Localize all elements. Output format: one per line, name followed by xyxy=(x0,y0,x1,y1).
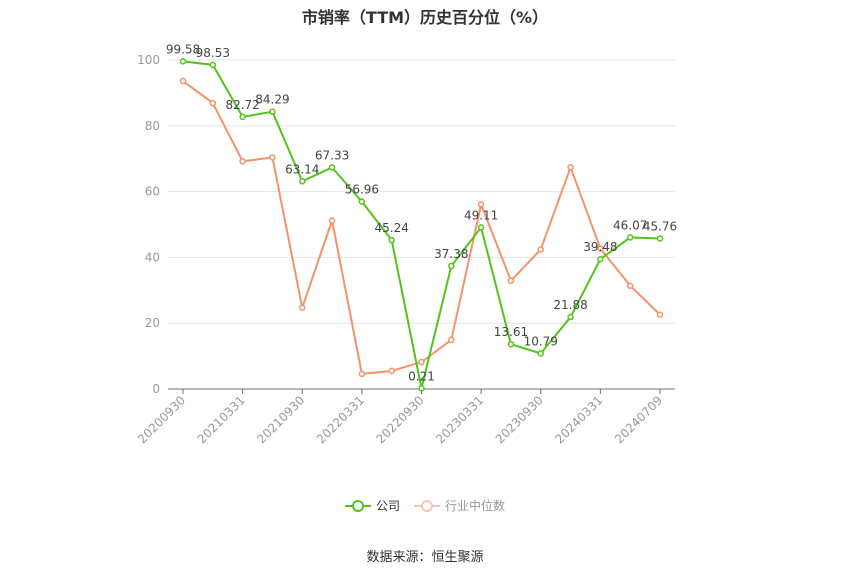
grid-lines xyxy=(168,59,675,324)
data-point[interactable] xyxy=(626,234,634,241)
x-tick-label: 20210930 xyxy=(254,393,307,446)
data-point[interactable] xyxy=(358,198,366,205)
legend-industry-label: 行业中位数 xyxy=(445,499,506,513)
data-point[interactable] xyxy=(567,164,574,171)
data-point[interactable] xyxy=(239,113,246,121)
data-point[interactable] xyxy=(448,262,455,270)
legend-item-industry[interactable]: 行业中位数 xyxy=(414,497,505,514)
x-tick-label: 20230331 xyxy=(433,393,486,446)
data-point[interactable] xyxy=(418,385,425,392)
data-point[interactable] xyxy=(537,246,544,253)
x-tick-label: 20220930 xyxy=(374,393,427,446)
data-point[interactable] xyxy=(507,340,515,348)
data-point[interactable] xyxy=(179,58,187,65)
data-point[interactable] xyxy=(477,224,485,231)
data-point[interactable] xyxy=(209,61,217,69)
data-label: 45.76 xyxy=(643,219,677,233)
legend-company-label: 公司 xyxy=(375,499,400,513)
y-tick-label: 60 xyxy=(145,185,160,199)
data-label: 49.11 xyxy=(464,208,498,222)
data-label: 84.29 xyxy=(255,93,289,107)
y-tick-label: 100 xyxy=(137,53,160,67)
data-label: 0.21 xyxy=(408,369,435,383)
data-point[interactable] xyxy=(477,201,485,208)
x-tick-label: 20240331 xyxy=(552,393,605,446)
data-point[interactable] xyxy=(269,154,276,161)
data-point[interactable] xyxy=(567,313,574,321)
x-tick-label: 20200930 xyxy=(135,393,188,446)
data-label: 82.72 xyxy=(225,98,259,112)
data-label: 21.88 xyxy=(553,298,587,312)
data-point[interactable] xyxy=(656,235,664,242)
y-tick-label: 0 xyxy=(152,382,160,396)
y-tick-label: 20 xyxy=(145,316,160,330)
data-label: 45.24 xyxy=(375,221,409,235)
series-lines xyxy=(179,58,664,392)
data-label: 67.33 xyxy=(315,148,349,162)
industry-line xyxy=(182,80,661,375)
data-point[interactable] xyxy=(418,358,425,366)
data-label: 39.48 xyxy=(583,240,617,254)
data-point[interactable] xyxy=(388,236,395,244)
chart-title: 市销率（TTM）历史百分位（%） xyxy=(301,8,549,27)
data-label: 13.61 xyxy=(494,325,528,339)
data-label: 99.58 xyxy=(166,42,200,56)
data-point[interactable] xyxy=(179,77,187,85)
x-tick-label: 20220331 xyxy=(314,393,367,446)
data-point[interactable] xyxy=(626,282,634,289)
data-point[interactable] xyxy=(358,370,366,378)
data-source: 数据来源：恒生聚源 xyxy=(366,550,484,565)
data-label: 98.53 xyxy=(196,46,230,60)
data-point[interactable] xyxy=(537,350,544,357)
data-label: 10.79 xyxy=(524,335,558,349)
data-label: 56.96 xyxy=(345,183,379,197)
data-label: 46.07 xyxy=(613,218,647,232)
x-axis: 20200930 20210331 20210930 20220331 20220930… xyxy=(135,388,675,446)
data-point[interactable] xyxy=(388,367,395,375)
data-point[interactable] xyxy=(299,304,306,311)
data-point[interactable] xyxy=(328,164,336,171)
data-point[interactable] xyxy=(209,99,217,107)
legend-item-company[interactable]: 公司 xyxy=(344,497,400,514)
data-point[interactable] xyxy=(656,311,664,318)
data-point[interactable] xyxy=(328,217,336,224)
data-point[interactable] xyxy=(507,277,515,285)
legend-company-marker-icon xyxy=(344,499,371,512)
data-point[interactable] xyxy=(597,245,604,252)
data-point[interactable] xyxy=(239,158,246,165)
data-label: 37.38 xyxy=(434,247,468,261)
legend-industry-marker-icon xyxy=(414,499,440,512)
data-point[interactable] xyxy=(299,178,306,185)
y-tick-label: 80 xyxy=(145,119,160,133)
data-point[interactable] xyxy=(448,336,455,344)
y-axis-labels: 0 20 40 60 80 100 xyxy=(137,53,160,396)
data-label: 63.14 xyxy=(285,162,319,176)
y-tick-label: 40 xyxy=(145,250,160,264)
data-point[interactable] xyxy=(597,255,604,263)
x-tick-label: 20210331 xyxy=(195,393,248,446)
x-tick-label: 20240709 xyxy=(612,393,665,446)
legend: 公司 行业中位数 xyxy=(0,497,850,514)
data-point[interactable] xyxy=(269,108,276,115)
x-tick-label: 20230930 xyxy=(493,393,546,446)
